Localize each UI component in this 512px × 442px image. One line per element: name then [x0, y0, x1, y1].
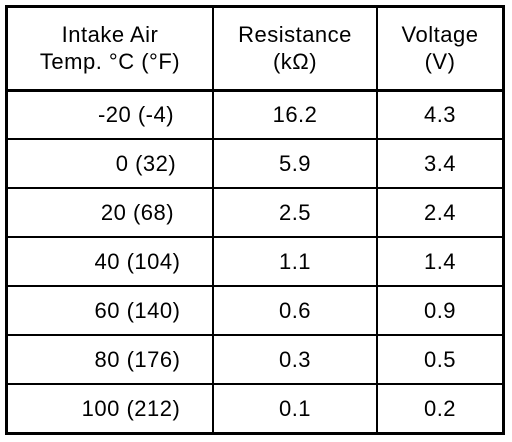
resistance-cell: 16.2 [212, 89, 378, 140]
voltage-cell: 4.3 [376, 89, 502, 140]
temp-cell: 100 (212) [8, 383, 214, 433]
table-row: 40 (104) 1.1 1.4 [8, 236, 502, 287]
spec-table-frame: Intake Air Temp. °C (°F) Resistance (kΩ)… [5, 5, 505, 435]
header-resistance: Resistance (kΩ) [212, 8, 378, 92]
temp-value: 60 (140) [94, 297, 181, 323]
temp-value: -20 (-4) [97, 102, 175, 127]
resistance-cell: 2.5 [212, 187, 378, 238]
header-voltage: Voltage (V) [376, 8, 502, 92]
voltage-cell: 0.2 [376, 383, 502, 433]
resistance-cell: 0.6 [212, 285, 378, 336]
temp-value: 40 (104) [94, 248, 181, 274]
intake-air-temp-table: Intake Air Temp. °C (°F) Resistance (kΩ)… [8, 8, 502, 433]
header-temp: Intake Air Temp. °C (°F) [8, 8, 214, 92]
temp-cell: 0 (32) [8, 138, 214, 189]
voltage-cell: 0.5 [376, 334, 502, 385]
header-row: Intake Air Temp. °C (°F) Resistance (kΩ)… [8, 8, 502, 92]
table-row: -20 (-4) 16.2 4.3 [8, 89, 502, 140]
temp-value: 20 (68) [100, 199, 175, 225]
table-row: 60 (140) 0.6 0.9 [8, 285, 502, 336]
resistance-cell: 5.9 [212, 138, 378, 189]
temp-value: 100 (212) [81, 396, 181, 422]
resistance-cell: 1.1 [212, 236, 378, 287]
header-resistance-line2: (kΩ) [272, 49, 318, 75]
temp-cell: 80 (176) [8, 334, 214, 385]
temp-value: 0 (32) [115, 150, 177, 176]
voltage-cell: 3.4 [376, 138, 502, 189]
resistance-cell: 0.1 [212, 383, 378, 433]
temp-cell: 20 (68) [8, 187, 214, 238]
voltage-cell: 2.4 [376, 187, 502, 238]
voltage-cell: 0.9 [376, 285, 502, 336]
header-temp-line1: Intake Air [61, 21, 159, 47]
table-row: 0 (32) 5.9 3.4 [8, 138, 502, 189]
header-resistance-line1: Resistance [238, 21, 352, 47]
resistance-cell: 0.3 [212, 334, 378, 385]
table-row: 80 (176) 0.3 0.5 [8, 334, 502, 385]
voltage-cell: 1.4 [376, 236, 502, 287]
temp-cell: -20 (-4) [8, 89, 214, 140]
temp-cell: 40 (104) [8, 236, 214, 287]
header-voltage-line1: Voltage [401, 21, 479, 47]
header-temp-line2: Temp. °C (°F) [39, 49, 181, 75]
table-row: 100 (212) 0.1 0.2 [8, 383, 502, 433]
header-voltage-line2: (V) [424, 49, 456, 75]
table-row: 20 (68) 2.5 2.4 [8, 187, 502, 238]
temp-cell: 60 (140) [8, 285, 214, 336]
temp-value: 80 (176) [94, 346, 181, 372]
